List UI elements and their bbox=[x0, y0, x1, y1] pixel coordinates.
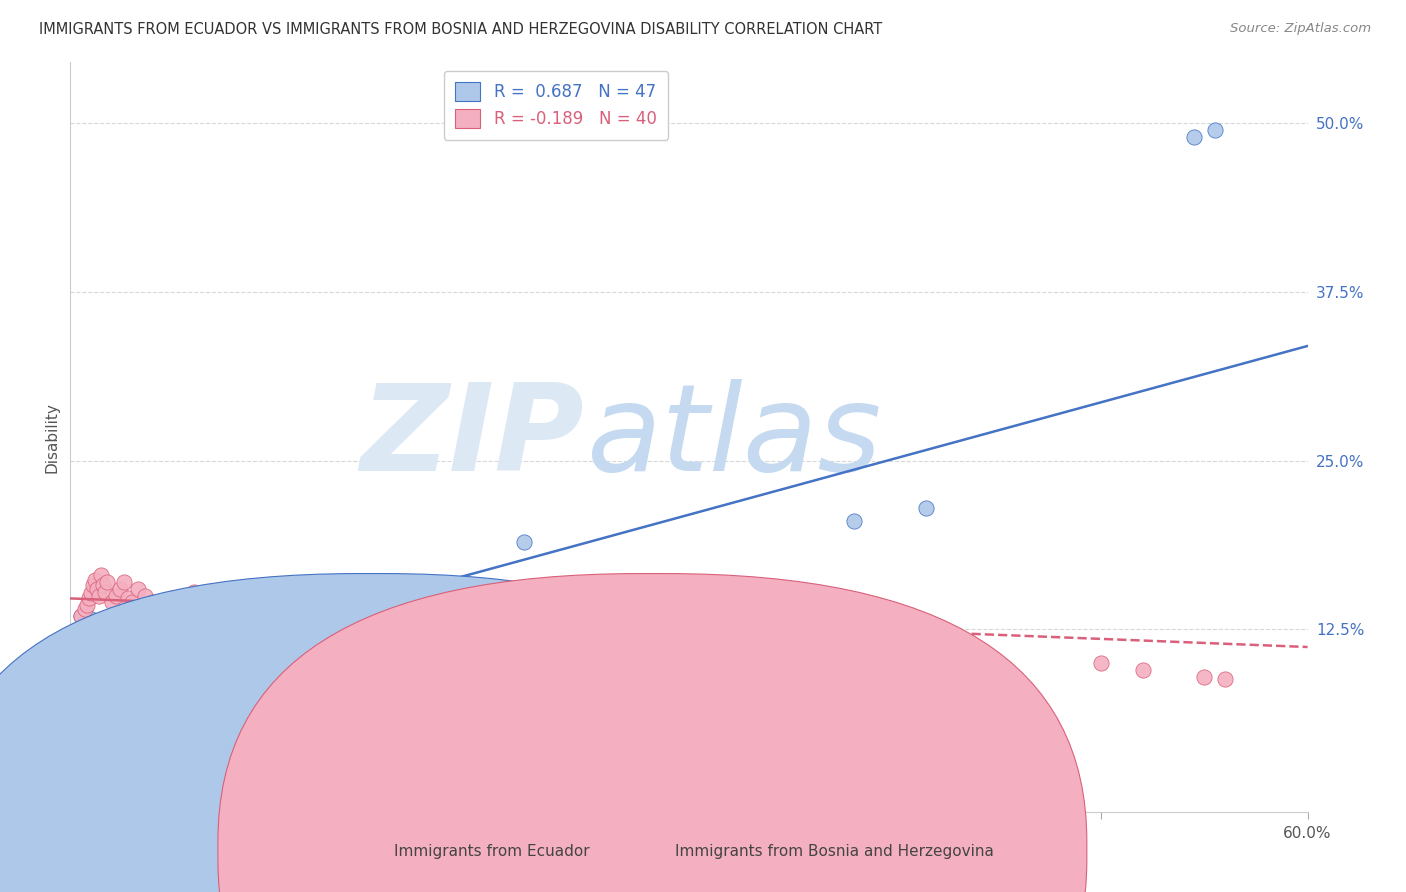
Point bbox=[235, 605, 257, 619]
Text: Immigrants from Bosnia and Herzegovina: Immigrants from Bosnia and Herzegovina bbox=[675, 845, 994, 859]
Point bbox=[224, 642, 246, 657]
Point bbox=[1132, 663, 1154, 677]
Point bbox=[82, 618, 104, 632]
Point bbox=[307, 591, 329, 606]
Point bbox=[86, 582, 108, 596]
Point bbox=[117, 591, 139, 606]
Point bbox=[193, 591, 215, 606]
Point bbox=[77, 591, 100, 606]
FancyBboxPatch shape bbox=[0, 574, 806, 892]
Point bbox=[337, 598, 360, 612]
Point bbox=[193, 640, 215, 654]
Point bbox=[1204, 123, 1226, 137]
Point bbox=[1194, 670, 1216, 684]
Point bbox=[73, 602, 96, 616]
Point bbox=[915, 500, 938, 515]
Point bbox=[80, 612, 103, 626]
Legend: R =  0.687   N = 47, R = -0.189   N = 40: R = 0.687 N = 47, R = -0.189 N = 40 bbox=[444, 70, 668, 140]
Point bbox=[142, 636, 165, 650]
Point bbox=[214, 598, 236, 612]
Point bbox=[91, 578, 114, 592]
Point bbox=[492, 582, 515, 596]
Point bbox=[513, 534, 536, 549]
Point bbox=[138, 632, 160, 646]
Point bbox=[129, 618, 152, 632]
Point bbox=[84, 573, 107, 587]
Point bbox=[91, 623, 114, 637]
FancyBboxPatch shape bbox=[218, 574, 1087, 892]
Point bbox=[1090, 657, 1112, 671]
Point bbox=[121, 595, 143, 609]
Point bbox=[76, 623, 98, 637]
Point bbox=[77, 629, 100, 643]
Point bbox=[104, 589, 127, 603]
Point bbox=[125, 602, 148, 616]
Point bbox=[554, 589, 576, 603]
Point bbox=[863, 605, 886, 619]
Point bbox=[76, 598, 98, 612]
Point bbox=[146, 640, 169, 654]
Point bbox=[89, 589, 111, 603]
Point bbox=[90, 615, 112, 630]
Point bbox=[183, 632, 205, 646]
Point bbox=[112, 575, 135, 590]
Point bbox=[134, 626, 156, 640]
Point bbox=[96, 633, 118, 648]
Point bbox=[157, 649, 180, 664]
Point bbox=[84, 626, 107, 640]
Point bbox=[108, 582, 131, 596]
Point bbox=[162, 591, 184, 606]
Point bbox=[162, 642, 184, 657]
Point bbox=[96, 575, 118, 590]
Point bbox=[80, 586, 103, 600]
Text: atlas: atlas bbox=[588, 378, 883, 496]
Point bbox=[285, 636, 308, 650]
Point bbox=[94, 629, 117, 643]
Point bbox=[127, 582, 149, 596]
Point bbox=[69, 609, 91, 624]
Point bbox=[204, 645, 226, 659]
Point bbox=[173, 598, 195, 612]
Point bbox=[152, 602, 174, 616]
Point bbox=[254, 595, 277, 609]
Point bbox=[90, 568, 112, 582]
Point bbox=[100, 640, 122, 654]
Point bbox=[117, 632, 139, 646]
Point bbox=[73, 615, 96, 630]
Point bbox=[173, 639, 195, 653]
Point bbox=[103, 645, 125, 659]
Point bbox=[347, 578, 370, 592]
Point bbox=[121, 609, 143, 624]
Point bbox=[82, 578, 104, 592]
Point bbox=[307, 602, 329, 616]
Point bbox=[368, 609, 391, 624]
Point bbox=[1182, 129, 1205, 144]
Point bbox=[69, 609, 91, 624]
Point bbox=[86, 632, 108, 646]
Point bbox=[89, 636, 111, 650]
Text: Immigrants from Ecuador: Immigrants from Ecuador bbox=[394, 845, 589, 859]
Point bbox=[112, 629, 135, 643]
Point bbox=[94, 584, 117, 599]
Point bbox=[152, 645, 174, 659]
Point bbox=[111, 623, 134, 637]
Point bbox=[183, 584, 205, 599]
Point bbox=[104, 636, 127, 650]
Point bbox=[134, 589, 156, 603]
Point bbox=[842, 515, 865, 529]
Point bbox=[142, 595, 165, 609]
Point bbox=[245, 645, 267, 659]
Text: IMMIGRANTS FROM ECUADOR VS IMMIGRANTS FROM BOSNIA AND HERZEGOVINA DISABILITY COR: IMMIGRANTS FROM ECUADOR VS IMMIGRANTS FR… bbox=[39, 22, 883, 37]
Point bbox=[100, 595, 122, 609]
Point bbox=[1213, 673, 1236, 687]
Y-axis label: Disability: Disability bbox=[44, 401, 59, 473]
Point bbox=[925, 659, 948, 673]
Point bbox=[214, 649, 236, 664]
Point bbox=[107, 615, 129, 630]
Text: Source: ZipAtlas.com: Source: ZipAtlas.com bbox=[1230, 22, 1371, 36]
Point bbox=[266, 640, 288, 654]
Text: ZIP: ZIP bbox=[360, 378, 583, 496]
